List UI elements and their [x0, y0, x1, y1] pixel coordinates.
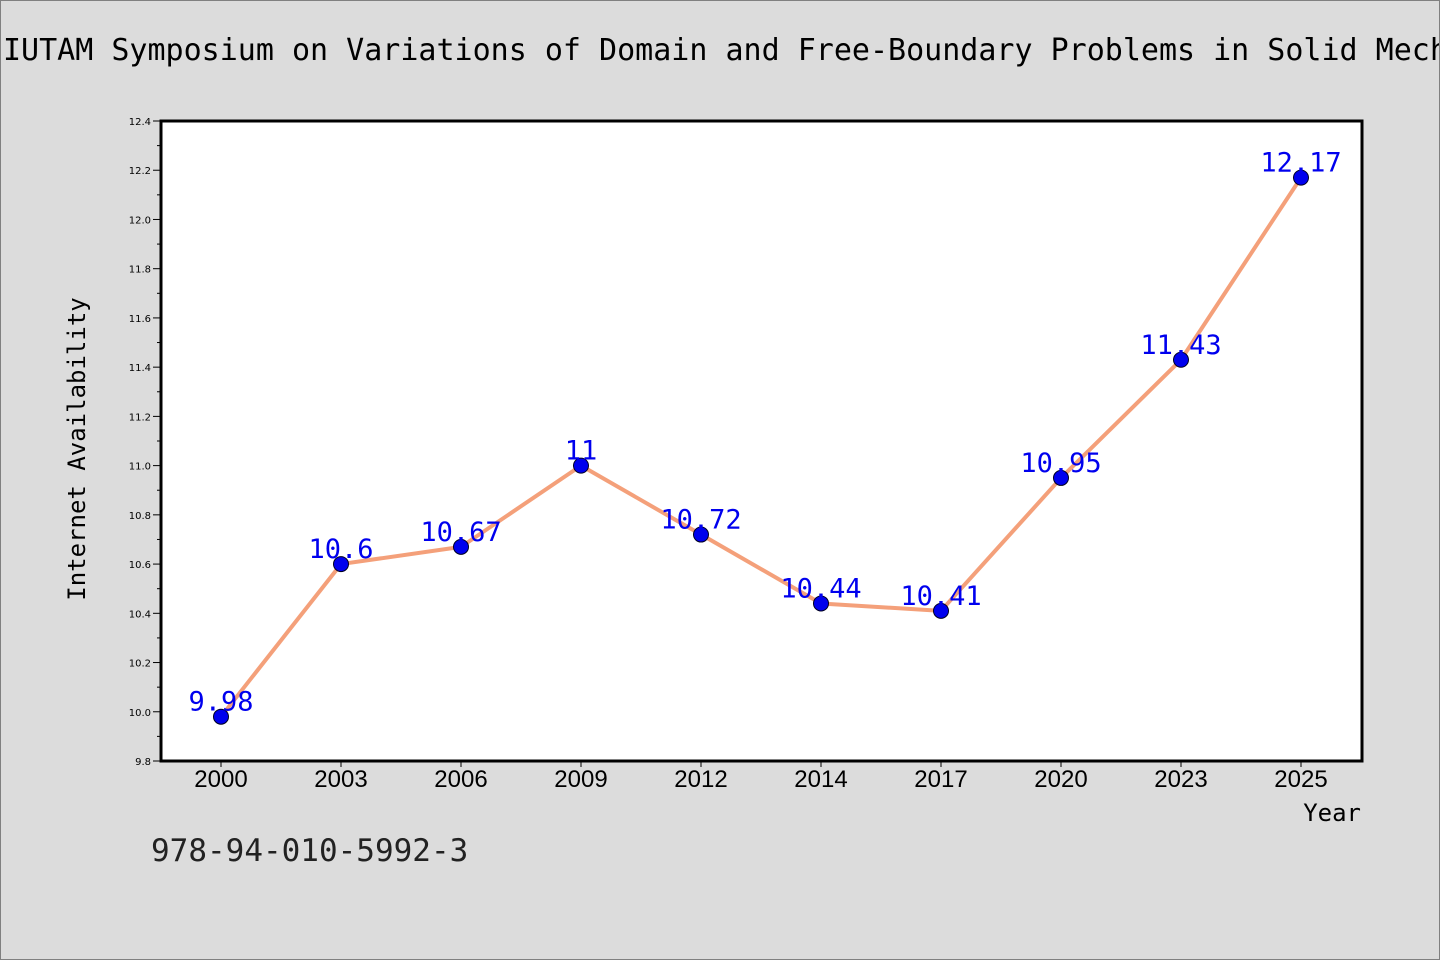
x-tick-label: 2017 [914, 766, 967, 793]
x-tick-label: 2009 [554, 766, 607, 793]
series-line [219, 175, 1303, 719]
data-label: 10.95 [1020, 448, 1101, 479]
plot-area [161, 121, 1362, 761]
isbn-text: 978-94-010-5992-3 [151, 833, 469, 869]
data-label: 11.43 [1140, 330, 1221, 361]
y-axis-label: Internet Availability [63, 297, 91, 600]
data-label: 10.67 [420, 517, 501, 548]
data-label: 10.72 [660, 505, 741, 536]
plot-border [159, 119, 1364, 763]
data-label: 10.41 [900, 581, 981, 612]
y-tick-label: 9.8 [135, 757, 151, 768]
data-point [1173, 351, 1189, 368]
y-tick-label: 12.0 [129, 215, 151, 226]
x-tick-label: 2020 [1034, 766, 1087, 793]
chart-title: IUTAM Symposium on Variations of Domain … [3, 33, 1440, 68]
x-tick-label: 2023 [1154, 766, 1207, 793]
x-tick-label: 2012 [674, 766, 727, 793]
x-tick-label: 2014 [794, 766, 847, 793]
y-tick-label: 12.2 [129, 166, 151, 177]
data-label: 9.98 [188, 687, 253, 718]
y-tick-label: 10.0 [129, 708, 151, 719]
data-point [933, 602, 949, 619]
x-tick-label: 2003 [314, 766, 367, 793]
x-tick-label: 2000 [194, 766, 247, 793]
y-tick-label: 11.0 [129, 462, 151, 473]
y-tick-label: 11.6 [129, 314, 151, 325]
data-point [1053, 469, 1069, 486]
data-point [213, 708, 229, 725]
data-label: 11 [565, 436, 598, 467]
data-point [1293, 169, 1309, 186]
y-tick-label: 12.4 [129, 117, 151, 128]
y-tick-label: 11.2 [129, 412, 151, 423]
data-point [813, 595, 829, 612]
data-point [333, 556, 349, 573]
data-point [693, 526, 709, 543]
x-tick-label: 2006 [434, 766, 487, 793]
data-point [573, 457, 589, 474]
data-label: 10.6 [308, 534, 373, 565]
x-tick-label: 2025 [1274, 766, 1327, 793]
x-axis-label: Year [1303, 799, 1361, 827]
y-tick-label: 10.2 [129, 659, 151, 670]
data-point [453, 538, 469, 555]
y-tick-label: 11.4 [129, 363, 151, 374]
y-tick-label: 10.4 [129, 609, 151, 620]
data-label: 12.17 [1260, 148, 1341, 179]
y-tick-label: 11.8 [129, 265, 151, 276]
y-tick-label: 10.6 [129, 560, 151, 571]
y-tick-label: 10.8 [129, 511, 151, 522]
data-label: 10.44 [780, 573, 861, 604]
